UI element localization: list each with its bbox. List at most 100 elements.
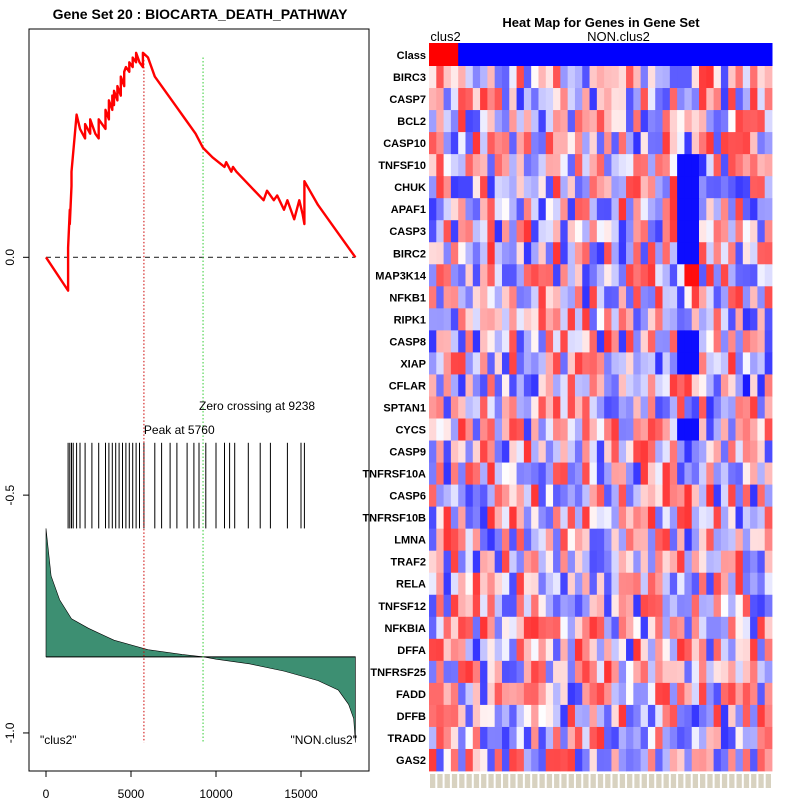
heatmap-cell bbox=[589, 396, 598, 419]
heatmap-cell bbox=[720, 418, 729, 441]
heatmap-cell bbox=[458, 330, 466, 353]
heatmap-cell bbox=[750, 88, 758, 111]
heatmap-cell bbox=[764, 352, 773, 375]
heatmap-cell bbox=[669, 440, 678, 463]
heatmap-cell bbox=[509, 286, 517, 309]
column-label-mark bbox=[619, 774, 626, 788]
heatmap-cell bbox=[640, 418, 649, 441]
heatmap-cell bbox=[567, 66, 576, 89]
heatmap-cell bbox=[633, 66, 642, 89]
heatmap-cell bbox=[764, 396, 773, 419]
heatmap-cell bbox=[480, 198, 488, 221]
heatmap-cell bbox=[655, 616, 663, 640]
heatmap-cell bbox=[720, 638, 729, 662]
heatmap-cell bbox=[684, 528, 693, 552]
heatmap-cell bbox=[699, 308, 707, 331]
heatmap-cell bbox=[677, 374, 685, 397]
heatmap-cell bbox=[450, 572, 459, 596]
heatmap-cell bbox=[735, 132, 744, 155]
gene-label: BCL2 bbox=[397, 116, 426, 128]
heatmap-cell bbox=[713, 704, 722, 728]
heatmap-cell bbox=[560, 66, 569, 89]
heatmap-cell bbox=[684, 704, 693, 728]
heatmap-cell bbox=[728, 550, 736, 574]
heatmap-cell bbox=[560, 352, 569, 375]
heatmap-cell bbox=[582, 484, 590, 508]
heatmap-cell bbox=[553, 242, 561, 265]
heatmap-cell bbox=[480, 154, 488, 177]
heatmap-cell bbox=[429, 110, 437, 133]
heatmap-cell bbox=[458, 462, 466, 485]
heatmap-cell bbox=[516, 220, 525, 243]
heatmap-cell bbox=[574, 110, 583, 133]
heatmap-cell bbox=[713, 220, 722, 243]
heatmap-cell bbox=[458, 198, 466, 221]
heatmap-cell bbox=[684, 550, 693, 574]
heatmap-cell bbox=[757, 154, 766, 177]
heatmap-cell bbox=[472, 154, 481, 177]
heatmap-cell bbox=[699, 506, 707, 530]
heatmap-cell bbox=[567, 110, 576, 133]
heatmap-cell bbox=[604, 660, 612, 684]
heatmap-cell bbox=[516, 154, 525, 177]
heatmap-cell bbox=[574, 682, 583, 706]
heatmap-cell bbox=[611, 726, 620, 750]
heatmap-cell bbox=[662, 594, 671, 618]
heatmap-cell bbox=[429, 550, 437, 574]
heatmap-cell bbox=[560, 506, 569, 530]
heatmap-cell bbox=[516, 462, 525, 485]
ranked-metric-area bbox=[45, 528, 356, 743]
heatmap-cell bbox=[669, 176, 678, 199]
heatmap-cell bbox=[764, 66, 773, 89]
heatmap-cell bbox=[633, 528, 642, 552]
heatmap-cell bbox=[589, 616, 598, 640]
heatmap-cell bbox=[531, 748, 539, 772]
heatmap-cell bbox=[596, 616, 605, 640]
column-label-mark bbox=[532, 774, 538, 788]
heatmap-cell bbox=[604, 198, 612, 221]
heatmap-cell bbox=[450, 506, 459, 530]
y-tick-label: 0.0 bbox=[3, 249, 17, 266]
heatmap-cell bbox=[706, 132, 715, 155]
heatmap-cell bbox=[436, 308, 444, 331]
heatmap-cell bbox=[604, 726, 612, 750]
heatmap-cell bbox=[443, 198, 452, 221]
heatmap-cell bbox=[750, 352, 758, 375]
heatmap-cell bbox=[764, 132, 773, 155]
heatmap-cell bbox=[677, 110, 685, 133]
heatmap-cell bbox=[545, 704, 554, 728]
heatmap-cell bbox=[553, 726, 561, 750]
heatmap-cell bbox=[501, 176, 510, 199]
heatmap-cell bbox=[618, 88, 627, 111]
heatmap-cell bbox=[684, 264, 693, 287]
heatmap-cell bbox=[713, 528, 722, 552]
heatmap-cell bbox=[553, 418, 561, 441]
heatmap-cell bbox=[465, 660, 474, 684]
heatmap-cell bbox=[458, 308, 466, 331]
class-bar-non-clus2 bbox=[458, 43, 773, 66]
heatmap-cell bbox=[699, 704, 707, 728]
heatmap-cell bbox=[742, 572, 751, 596]
zero-crossing-label: Zero crossing at 9238 bbox=[199, 399, 315, 413]
heatmap-cell bbox=[626, 550, 634, 574]
heatmap-cell bbox=[436, 528, 444, 552]
heatmap-cell bbox=[713, 726, 722, 750]
heatmap-cell bbox=[480, 110, 488, 133]
heatmap-cell bbox=[596, 154, 605, 177]
heatmap-cell bbox=[757, 176, 766, 199]
heatmap-cell bbox=[647, 506, 656, 530]
heatmap-cell bbox=[604, 462, 612, 485]
heatmap-cell bbox=[626, 704, 634, 728]
heatmap-cell bbox=[480, 242, 488, 265]
heatmap-cell bbox=[647, 198, 656, 221]
heatmap-cell bbox=[669, 110, 678, 133]
heatmap-cell bbox=[582, 616, 590, 640]
heatmap-cell bbox=[618, 418, 627, 441]
heatmap-cell bbox=[458, 88, 466, 111]
heatmap-cell bbox=[742, 704, 751, 728]
heatmap-cell bbox=[582, 176, 590, 199]
heatmap-cell bbox=[655, 264, 663, 287]
heatmap-cell bbox=[757, 396, 766, 419]
heatmap-cell bbox=[611, 176, 620, 199]
heatmap-cell bbox=[691, 660, 700, 684]
